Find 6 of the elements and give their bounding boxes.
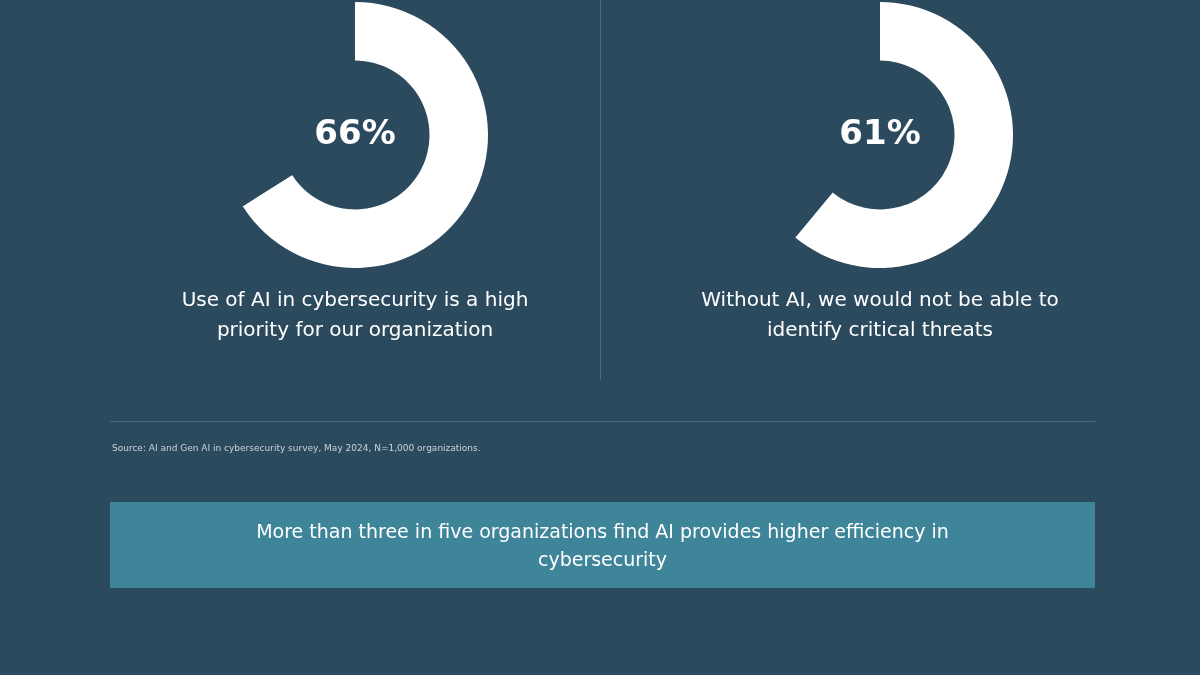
source-note: Source: AI and Gen AI in cybersecurity survey, May 2024, N=1,000 organizations. <box>112 443 482 453</box>
text: More than three in five organizations find AI provides higher efficiency in cybersecurity <box>255 519 950 572</box>
data-label: 61% <box>839 111 921 152</box>
text: Use of AI in cybersecurity is a high priority for our organization <box>180 286 530 343</box>
data-label: 66% <box>314 111 396 152</box>
text: Without AI, we would not be able to identify critical threats <box>700 286 1060 343</box>
